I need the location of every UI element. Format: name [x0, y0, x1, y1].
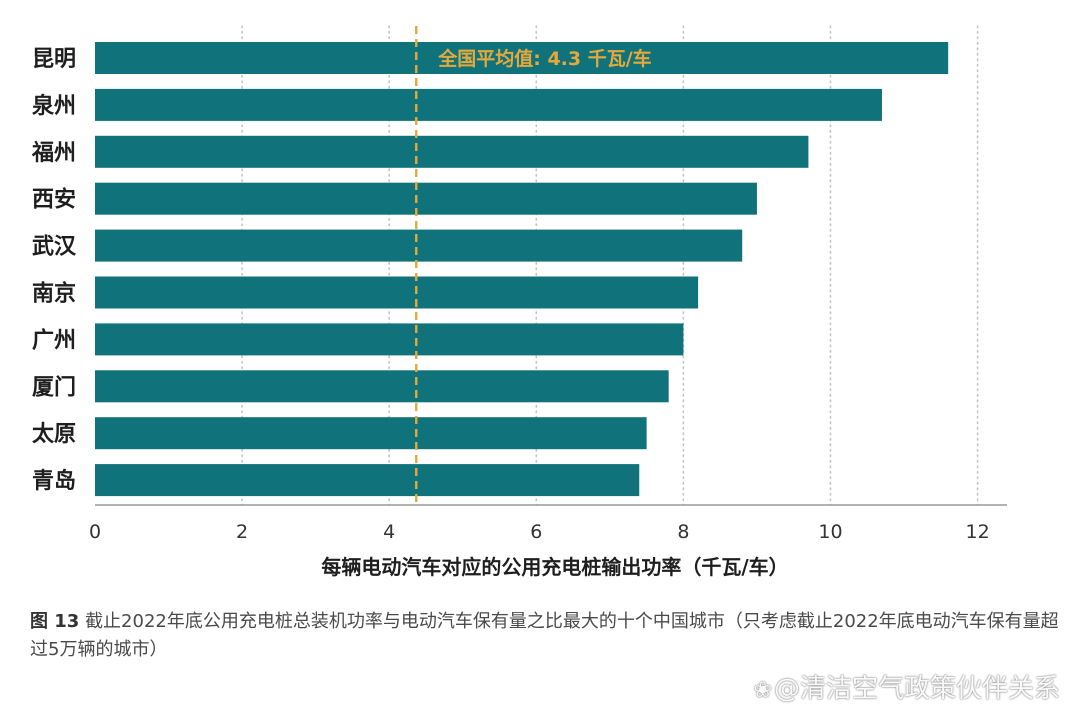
bar: [95, 135, 809, 168]
bar: [95, 464, 640, 497]
caption-text: 截止2022年底公用充电桩总装机功率与电动汽车保有量之比最大的十个中国城市（只考…: [30, 611, 1059, 660]
x-tick-label: 2: [236, 521, 248, 543]
x-tick-label: 4: [383, 521, 395, 543]
x-tick-label: 6: [530, 521, 542, 543]
bar: [95, 229, 743, 262]
bars: [95, 42, 949, 497]
caption-figure-label: 图 13: [30, 611, 80, 632]
watermark: ❀@清洁空气政策伙伴关系: [754, 668, 1060, 705]
bar: [95, 182, 757, 215]
category-label: 西安: [32, 187, 76, 213]
figure-caption: 图 13 截止2022年底公用充电桩总装机功率与电动汽车保有量之比最大的十个中国…: [30, 608, 1070, 664]
category-label: 南京: [32, 281, 76, 307]
category-label: 广州: [32, 327, 76, 353]
bar: [95, 88, 882, 121]
category-label: 武汉: [32, 235, 77, 260]
category-label: 昆明: [32, 47, 76, 72]
average-line-group: 全国平均值: 4.3 千瓦/车: [415, 26, 652, 505]
category-label: 厦门: [32, 374, 76, 400]
bar: [95, 276, 699, 309]
average-label: 全国平均值: 4.3 千瓦/车: [437, 47, 651, 70]
category-label: 青岛: [32, 468, 76, 494]
category-label: 泉州: [32, 93, 76, 119]
x-tick-label: 8: [677, 521, 689, 543]
x-tick-label: 0: [89, 521, 101, 543]
watermark-text: @清洁空气政策伙伴关系: [773, 674, 1060, 704]
x-axis-title: 每辆电动汽车对应的公用充电桩输出功率（千瓦/车）: [321, 555, 788, 579]
x-axis: 0 2 4 6 8 10 12: [89, 504, 1007, 543]
category-label: 太原: [32, 422, 76, 447]
bar: [95, 42, 949, 74]
bar: [95, 323, 684, 356]
x-tick-label: 12: [965, 521, 989, 543]
category-label: 福州: [31, 141, 76, 166]
bar: [95, 417, 647, 450]
bar: [95, 370, 669, 403]
paw-icon: ❀: [753, 678, 772, 703]
x-tick-label: 10: [818, 521, 842, 543]
